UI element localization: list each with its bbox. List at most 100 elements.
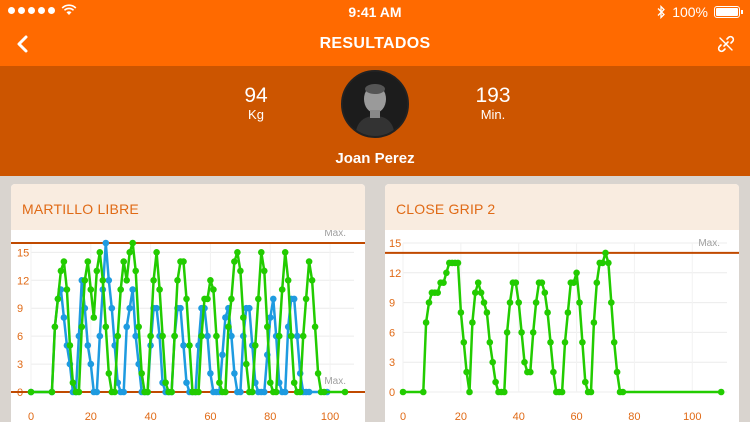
data-point [311, 323, 319, 331]
data-point [261, 267, 268, 275]
data-point [480, 299, 488, 306]
data-point [599, 259, 606, 267]
data-point [454, 259, 462, 267]
data-point [425, 299, 433, 306]
data-point [287, 332, 295, 340]
battery-percent: 100% [672, 4, 708, 20]
min-label: Max. [324, 376, 346, 387]
data-point [320, 388, 328, 396]
data-point [515, 299, 522, 306]
x-tick-label: 20 [85, 411, 97, 422]
data-point [114, 332, 121, 340]
y-tick-label: 9 [389, 298, 395, 310]
weight-stat: 94 Kg [216, 84, 296, 122]
data-point [308, 277, 316, 284]
page-title: RESULTADOS [319, 35, 431, 52]
data-point [270, 295, 277, 303]
minutes-stat: 193 Min. [453, 84, 533, 122]
data-point [440, 279, 447, 286]
status-time: 9:41 AM [348, 4, 402, 20]
data-point [434, 289, 441, 296]
data-point [503, 329, 511, 336]
data-point [341, 388, 349, 396]
data-point [457, 309, 465, 316]
data-point [281, 249, 289, 256]
data-point [54, 295, 62, 303]
exercise-card-1[interactable]: MARTILLO LIBRE 03691215020406080100Max.M… [11, 184, 365, 422]
x-tick-label: 60 [570, 411, 582, 422]
data-point [87, 360, 95, 368]
exercise-card-2[interactable]: CLOSE GRIP 2 0 3 6 9 12 15 0 20 40 60 80 100 Max. [385, 184, 739, 422]
data-point [231, 258, 238, 265]
data-point [210, 286, 217, 293]
back-button[interactable] [10, 30, 38, 58]
data-point [120, 388, 127, 396]
data-point [117, 286, 124, 293]
data-point [63, 286, 71, 293]
data-point [529, 329, 537, 336]
data-point [60, 314, 68, 321]
data-point [619, 388, 627, 396]
unlink-button[interactable] [716, 34, 736, 54]
data-point [305, 258, 313, 265]
data-point [132, 267, 139, 275]
weight-value: 94 [244, 84, 268, 107]
data-point [296, 388, 304, 396]
data-point [108, 304, 116, 312]
data-point [48, 388, 56, 396]
data-point [264, 323, 271, 331]
data-point [60, 258, 68, 265]
data-point [105, 277, 113, 284]
minutes-value: 193 [475, 84, 511, 107]
data-point [587, 388, 595, 396]
data-point [550, 368, 557, 376]
data-point [219, 351, 226, 359]
data-point [177, 304, 184, 312]
x-tick-label: 40 [513, 411, 525, 422]
data-point [512, 279, 520, 286]
y-tick-label: 3 [389, 357, 395, 369]
x-tick-label: 0 [400, 411, 406, 422]
data-point [90, 314, 98, 321]
data-point [290, 379, 298, 386]
data-point [463, 368, 470, 376]
data-point [605, 259, 612, 267]
data-point [213, 332, 220, 340]
data-point [168, 388, 175, 396]
data-point [486, 339, 494, 346]
exercise-title: CLOSE GRIP 2 [385, 184, 739, 230]
avatar [341, 70, 409, 138]
data-point [123, 323, 130, 331]
exercise-title: MARTILLO LIBRE [11, 184, 365, 230]
data-point [234, 249, 241, 256]
data-point [477, 289, 485, 296]
data-point [195, 388, 202, 396]
status-right: 100% [657, 4, 743, 20]
data-point [489, 358, 496, 366]
data-point [237, 267, 244, 275]
unlink-icon [717, 35, 735, 53]
data-point [422, 319, 430, 326]
data-point [541, 289, 549, 296]
data-point [293, 332, 301, 340]
data-point [66, 342, 74, 349]
data-point [593, 279, 601, 286]
data-point [518, 329, 525, 336]
data-point [153, 249, 160, 256]
data-point [207, 370, 214, 377]
data-point [84, 258, 92, 265]
data-point [120, 258, 127, 265]
data-point [472, 289, 479, 296]
data-point [93, 267, 101, 275]
data-point [186, 342, 193, 349]
data-point [75, 388, 83, 396]
data-point [204, 332, 211, 340]
x-tick-label: 80 [628, 411, 640, 422]
data-point [135, 323, 142, 331]
data-point [138, 370, 145, 377]
data-point [290, 295, 298, 303]
data-point [506, 299, 514, 306]
data-point [570, 279, 577, 286]
data-point [299, 332, 307, 340]
data-point [613, 368, 621, 376]
